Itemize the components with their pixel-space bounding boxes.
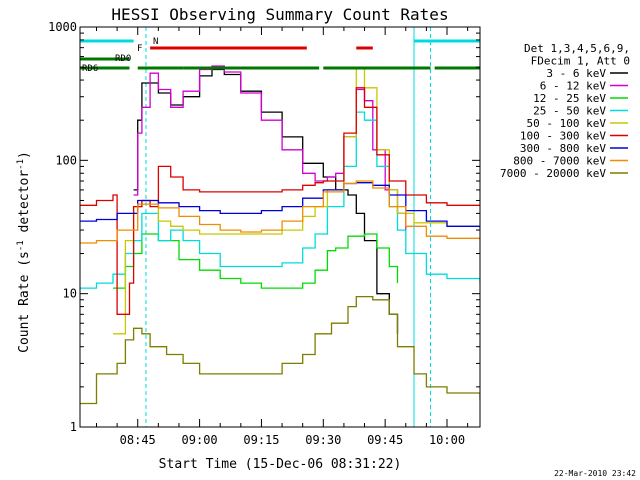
series-line-300-800-kev (80, 182, 480, 229)
flag-label-rd0: RD0 (115, 54, 131, 64)
y-tick-label: 100 (55, 153, 77, 167)
chart-title: HESSI Observing Summary Count Rates (111, 5, 448, 24)
legend-header-line-0: Det 1,3,4,5,6,9, (524, 42, 630, 55)
chart-title-group: HESSI Observing Summary Count Rates (111, 5, 448, 24)
series-line-6-12-kev (133, 65, 407, 231)
y-label-mid: detector (17, 170, 32, 241)
x-tick-label: 09:00 (182, 433, 218, 447)
y-tick-label: 10 (63, 287, 77, 301)
flag-label-f: F (137, 44, 142, 54)
series-line-3-6-kev (133, 68, 399, 334)
legend: Det 1,3,4,5,6,9,FDecim 1, Att 03 - 6 keV… (500, 42, 630, 180)
series-line-100-300-kev (80, 87, 480, 315)
series-line-25-50-kev (80, 111, 480, 289)
legend-entry-7000-20000-kev: 7000 - 20000 keV (500, 167, 606, 180)
series-line-800-7000-kev (80, 180, 480, 244)
legend-entry-12-25-kev: 12 - 25 keV (533, 92, 606, 105)
legend-entry-50-100-kev: 50 - 100 keV (527, 117, 607, 130)
series-line-50-100-kev (113, 66, 480, 335)
flag-label-n: N (153, 37, 158, 47)
legend-entry-100-300-kev: 100 - 300 keV (520, 130, 606, 143)
x-tick-label: 09:15 (243, 433, 279, 447)
series-line-12-25-kev (113, 233, 399, 289)
y-tick-label: 1000 (48, 20, 77, 34)
x-axis-label: Start Time (15-Dec-06 08:31:22) (159, 457, 402, 472)
legend-entry-25-50-kev: 25 - 50 keV (533, 105, 606, 118)
y-label-suffix: ) (17, 151, 32, 159)
generation-timestamp: 22-Mar-2010 23:42 (554, 469, 636, 478)
legend-entry-3-6-kev: 3 - 6 keV (546, 67, 606, 80)
legend-header-line-1: FDecim 1, Att 0 (531, 55, 630, 68)
axes: RD6 RD0 F N 1 10 100 1000 08:45 09:00 09:15 09:30 09… (48, 20, 481, 447)
legend-entry-800-7000-kev: 800 - 7000 keV (513, 155, 606, 168)
x-tick-label: 09:45 (367, 433, 403, 447)
series-line-7000-20000-kev (80, 295, 480, 405)
y-axis-label: Count Rate (s-1 detector-1) (16, 151, 32, 353)
x-tick-label: 08:45 (120, 433, 156, 447)
y-label-sup-1: -1 (16, 240, 26, 251)
y-tick-label: 1 (70, 420, 77, 434)
x-tick-label: 09:30 (305, 433, 341, 447)
flag-label-rd6: RD6 (82, 64, 98, 74)
legend-entry-300-800-kev: 300 - 800 keV (520, 142, 606, 155)
plot-frame (79, 26, 481, 428)
legend-entry-6-12-kev: 6 - 12 keV (540, 80, 607, 93)
y-label-sup-2: -1 (16, 159, 26, 170)
y-label-prefix: Count Rate (s (17, 251, 32, 353)
x-tick-label: 10:00 (429, 433, 465, 447)
plot-area (80, 27, 480, 427)
